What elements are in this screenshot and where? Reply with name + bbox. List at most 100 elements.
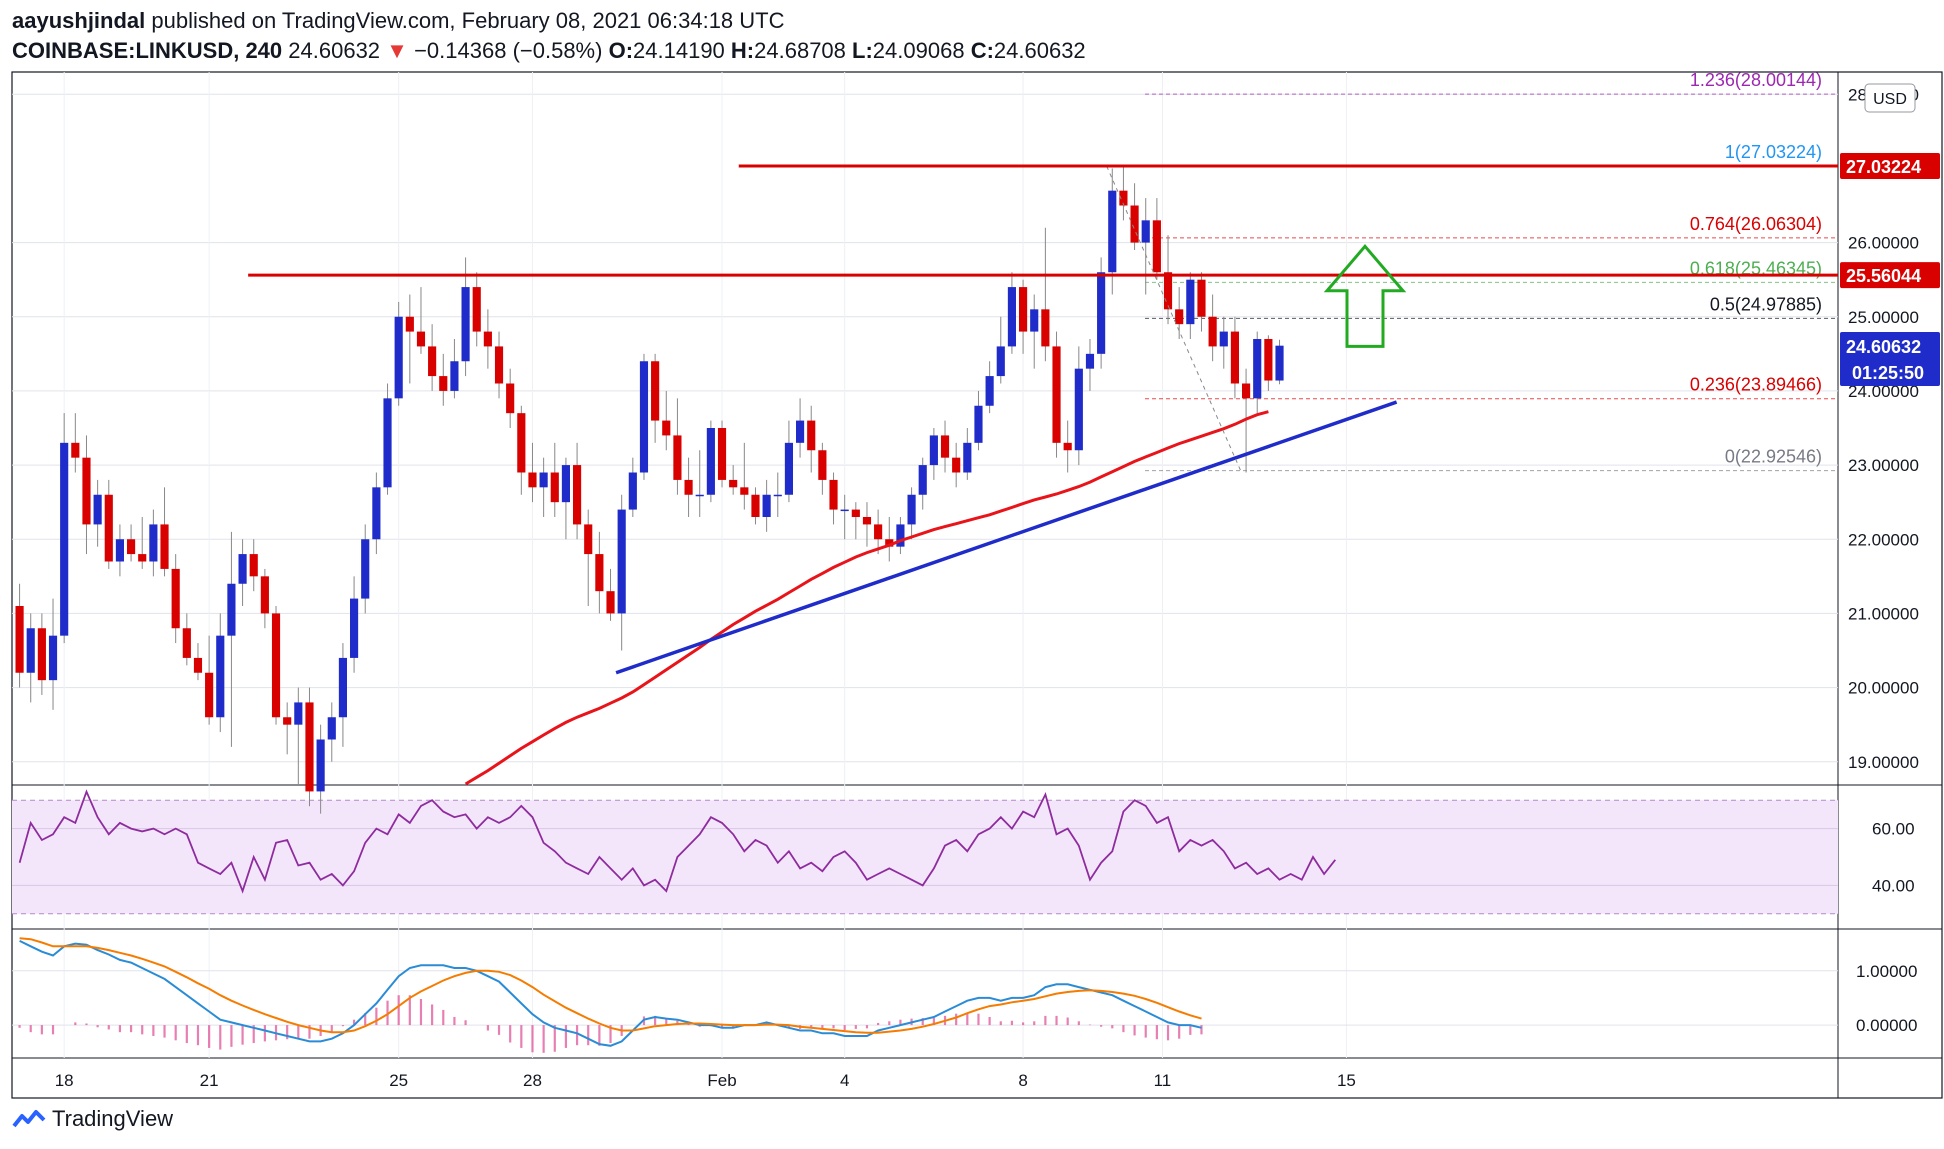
rsi-tick-label: 60.00 [1872, 820, 1915, 839]
candle-body [338, 657, 347, 718]
last-price-tag: 24.60632 [1846, 337, 1921, 357]
time-tick-label: 4 [840, 1071, 849, 1090]
macd-signal-line [19, 937, 1202, 1034]
candle-body [662, 420, 671, 436]
candle-body [305, 702, 314, 792]
candle-body [974, 405, 983, 443]
candle-body [461, 287, 470, 362]
tradingview-logo-icon [12, 1110, 46, 1128]
candle-body [149, 524, 158, 562]
time-tick-label: Feb [707, 1071, 736, 1090]
candle-body [784, 442, 793, 495]
time-tick-label: 18 [55, 1071, 74, 1090]
high-label: H: [730, 38, 755, 63]
candle-body [405, 316, 414, 332]
candle-body [673, 435, 682, 480]
price-tick-label: 22.00000 [1848, 530, 1919, 549]
candle-body [639, 361, 649, 473]
price-tick-label: 24.00000 [1848, 382, 1919, 401]
candle-body [1242, 383, 1251, 399]
candle-body [1108, 190, 1117, 273]
macd-tick-label: 0.00000 [1856, 1016, 1917, 1035]
low-label: L: [852, 38, 873, 63]
rsi-tick-label: 40.00 [1872, 876, 1915, 895]
candle-body [171, 568, 180, 629]
candle-body [1152, 220, 1161, 273]
candle-body [751, 494, 760, 517]
open-label: O: [608, 38, 634, 63]
time-tick-label: 21 [200, 1071, 219, 1090]
candle-body [1130, 205, 1139, 243]
time-tick-label: 11 [1154, 1071, 1172, 1090]
price-tick-label: 26.00000 [1848, 234, 1919, 253]
candle-body [394, 316, 403, 399]
candle-body [60, 442, 69, 636]
candle-body [205, 672, 214, 718]
candle-body [595, 554, 604, 592]
candle-body [550, 472, 559, 503]
candle-body [93, 494, 102, 525]
close-value: 24.60632 [993, 38, 1086, 63]
candle-body [1230, 331, 1239, 384]
candle-body [361, 539, 370, 599]
candle-body [617, 509, 626, 614]
candle-body [216, 635, 225, 718]
candle-body [260, 576, 269, 614]
candle-body [327, 717, 336, 740]
candle-body [227, 583, 236, 636]
candle-body [193, 657, 203, 673]
fib-level-label: 0.618(25.46345) [1690, 258, 1822, 278]
candle-body [316, 739, 325, 792]
last-price: 24.60632 [288, 38, 381, 63]
tradingview-logo[interactable]: TradingView [12, 1106, 173, 1132]
candle-body [1219, 331, 1228, 347]
fib-level-label: 0(22.92546) [1725, 447, 1822, 467]
candle-body [940, 435, 950, 458]
fib-level-label: 0.236(23.89466) [1690, 375, 1822, 395]
candle-body [1119, 190, 1128, 206]
candle-body [450, 361, 459, 391]
candle-body [1141, 220, 1150, 243]
rsi-band [12, 800, 1838, 914]
price-tick-label: 19.00000 [1848, 753, 1919, 772]
candle-body [416, 331, 426, 347]
candle-body [1085, 353, 1095, 369]
candle-body [294, 702, 303, 725]
support-trendline [615, 400, 1398, 675]
candle-body [918, 465, 927, 495]
candle-body [1264, 339, 1273, 381]
candle-body [851, 509, 860, 517]
candle-body [428, 346, 437, 377]
fib-level-label: 0.764(26.06304) [1690, 214, 1822, 234]
candle-body [249, 554, 258, 577]
fib-level-label: 1(27.03224) [1725, 142, 1822, 162]
candle-body [82, 457, 91, 525]
moving-average-line [464, 410, 1269, 786]
price-tick-label: 20.00000 [1848, 679, 1919, 698]
author-name[interactable]: aayushjindal [12, 8, 146, 33]
candle-body [472, 287, 481, 332]
resistance-price-tag-bg [1840, 153, 1940, 180]
price-tick-label: 23.00000 [1848, 456, 1919, 475]
candle-body [561, 465, 570, 503]
last-price-tag-bg [1840, 331, 1940, 386]
candle-body [651, 361, 660, 421]
candle-body [584, 524, 593, 555]
candle-body [717, 428, 727, 480]
candle-body [829, 479, 838, 510]
candle-body [907, 494, 916, 525]
candle-body [1041, 309, 1050, 347]
candle-body [483, 331, 492, 347]
candle-body [182, 628, 191, 658]
candle-body [929, 435, 938, 466]
publish-text: published on TradingView.com, February 0… [151, 8, 785, 33]
candle-body [896, 524, 905, 547]
candle-body [350, 598, 359, 658]
candle-body [1208, 316, 1217, 347]
candle-body [1030, 309, 1039, 332]
resistance-price-tag: 27.03224 [1846, 157, 1921, 177]
candle-body [1007, 287, 1016, 347]
candle-body [818, 450, 827, 480]
candle-body [840, 509, 849, 512]
